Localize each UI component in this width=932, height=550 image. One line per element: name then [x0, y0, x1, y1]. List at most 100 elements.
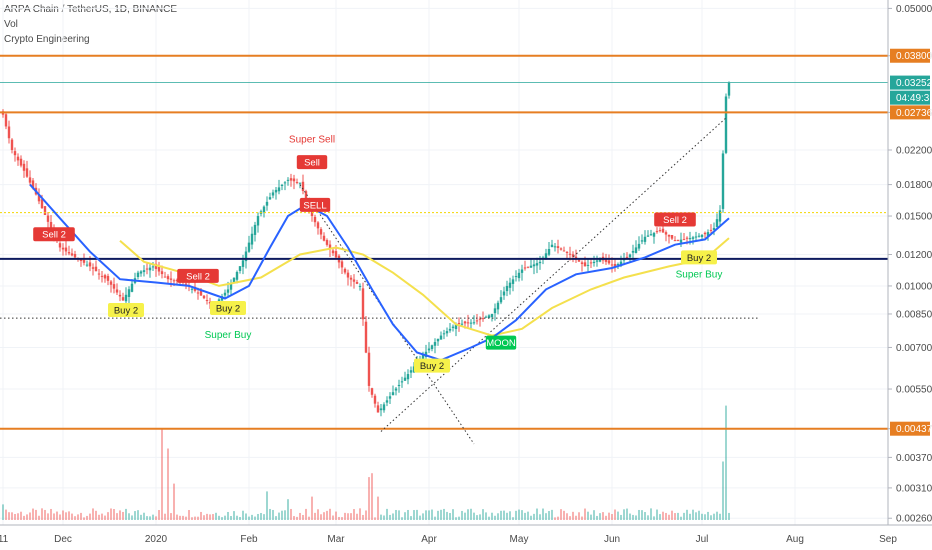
volume-bar	[500, 510, 502, 520]
candle-body	[235, 271, 239, 280]
volume-bar	[65, 512, 67, 520]
volume-bar	[254, 516, 256, 520]
candle-body	[643, 236, 647, 242]
volume-bar	[665, 512, 667, 520]
candle-body	[328, 244, 332, 250]
candle-body	[400, 381, 404, 383]
candle-body	[493, 308, 497, 314]
volume-bar	[182, 515, 184, 520]
candle-body	[586, 264, 590, 266]
volume-bar	[371, 473, 373, 520]
candle-body	[634, 247, 638, 254]
volume-bar	[230, 515, 232, 520]
volume-bar	[647, 515, 649, 520]
candle-body	[667, 234, 671, 237]
volume-bar	[5, 509, 7, 520]
candle-body	[460, 323, 464, 325]
volume-bar	[110, 508, 112, 520]
candle-body	[358, 285, 362, 287]
volume-bar	[215, 512, 217, 520]
price-tick-label: 0.01800	[896, 180, 932, 191]
volume-bar	[632, 514, 634, 520]
volume-bar	[485, 512, 487, 520]
candle-body	[253, 224, 257, 235]
candle-body	[364, 321, 368, 353]
volume-bar	[104, 515, 106, 520]
time-tick-label: Feb	[240, 534, 258, 545]
candle-body	[688, 238, 692, 240]
volume-bar	[80, 512, 82, 520]
sma-yellow-line	[119, 237, 730, 337]
candle-body	[685, 237, 689, 239]
volume-bar	[380, 514, 382, 520]
volume-bar	[437, 510, 439, 520]
volume-bar	[302, 514, 304, 520]
volume-bar	[317, 509, 319, 520]
volume-bar	[365, 510, 367, 520]
candle-body	[121, 297, 125, 301]
price-tick-label: 0.00260	[896, 514, 932, 525]
volume-bar	[32, 508, 34, 520]
candle-body	[544, 253, 548, 259]
candle-body	[94, 266, 98, 272]
candle-body	[646, 235, 650, 237]
candle-body	[202, 295, 206, 299]
volume-bar	[560, 509, 562, 520]
candle-body	[676, 239, 680, 241]
candle-body	[172, 280, 176, 282]
volume-bar	[272, 509, 274, 520]
volume-bar	[653, 516, 655, 520]
volume-bar	[212, 514, 214, 520]
candle-body	[331, 250, 335, 254]
volume-bar	[449, 513, 451, 520]
volume-bar	[539, 514, 541, 520]
volume-bar	[128, 513, 130, 520]
candle-body	[394, 388, 398, 391]
candle-body	[502, 291, 506, 296]
ema-blue-line	[29, 183, 730, 362]
volume-bar	[479, 514, 481, 520]
volume-bar	[389, 514, 391, 520]
volume-bar	[29, 512, 31, 520]
candle-body	[484, 316, 488, 318]
candle-body	[475, 320, 479, 322]
candle-body	[448, 328, 452, 331]
candle-body	[196, 292, 200, 294]
volume-bar	[137, 510, 139, 520]
volume-bar	[338, 516, 340, 520]
candle-body	[409, 370, 413, 373]
candle-body	[598, 258, 602, 262]
candle-body	[499, 297, 503, 303]
candle-body	[709, 229, 713, 231]
candle-body	[190, 288, 194, 290]
time-tick-label: Aug	[786, 534, 804, 545]
volume-bar	[164, 513, 166, 520]
candle-body	[268, 197, 272, 200]
volume-bar	[395, 509, 397, 520]
volume-bar	[170, 513, 172, 520]
volume-bar	[569, 516, 571, 520]
candle-body	[85, 264, 89, 266]
volume-bar	[575, 515, 577, 520]
volume-bar	[419, 515, 421, 520]
volume-bar	[425, 510, 427, 520]
candle-body	[520, 269, 524, 273]
volume-bar	[149, 516, 151, 520]
candle-body	[223, 292, 227, 296]
candle-body	[433, 342, 437, 346]
volume-bar	[71, 513, 73, 520]
candle-body	[397, 384, 401, 387]
volume-bar	[677, 512, 679, 520]
signal-sell-box	[177, 268, 219, 283]
signal-moon-box	[485, 335, 517, 350]
candle-body	[49, 221, 53, 229]
volume-bar	[35, 509, 37, 520]
candle-body	[391, 392, 395, 396]
volume-bar	[140, 514, 142, 520]
candle-body	[382, 404, 386, 411]
volume-bar	[383, 515, 385, 520]
candle-body	[727, 82, 731, 96]
signal-sell-label: SELL	[303, 200, 326, 211]
candle-body	[508, 282, 512, 288]
